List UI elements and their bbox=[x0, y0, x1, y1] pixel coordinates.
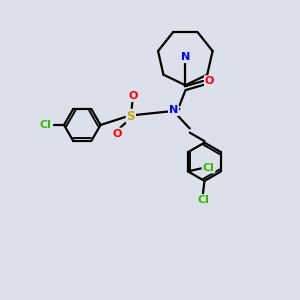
Text: O: O bbox=[128, 91, 138, 101]
Text: O: O bbox=[112, 128, 122, 139]
Text: Cl: Cl bbox=[202, 163, 214, 172]
Text: N: N bbox=[169, 105, 178, 115]
Text: Cl: Cl bbox=[40, 120, 52, 130]
Text: N: N bbox=[181, 52, 190, 62]
Text: S: S bbox=[127, 110, 135, 123]
Text: O: O bbox=[205, 76, 214, 86]
Text: Cl: Cl bbox=[197, 195, 209, 205]
